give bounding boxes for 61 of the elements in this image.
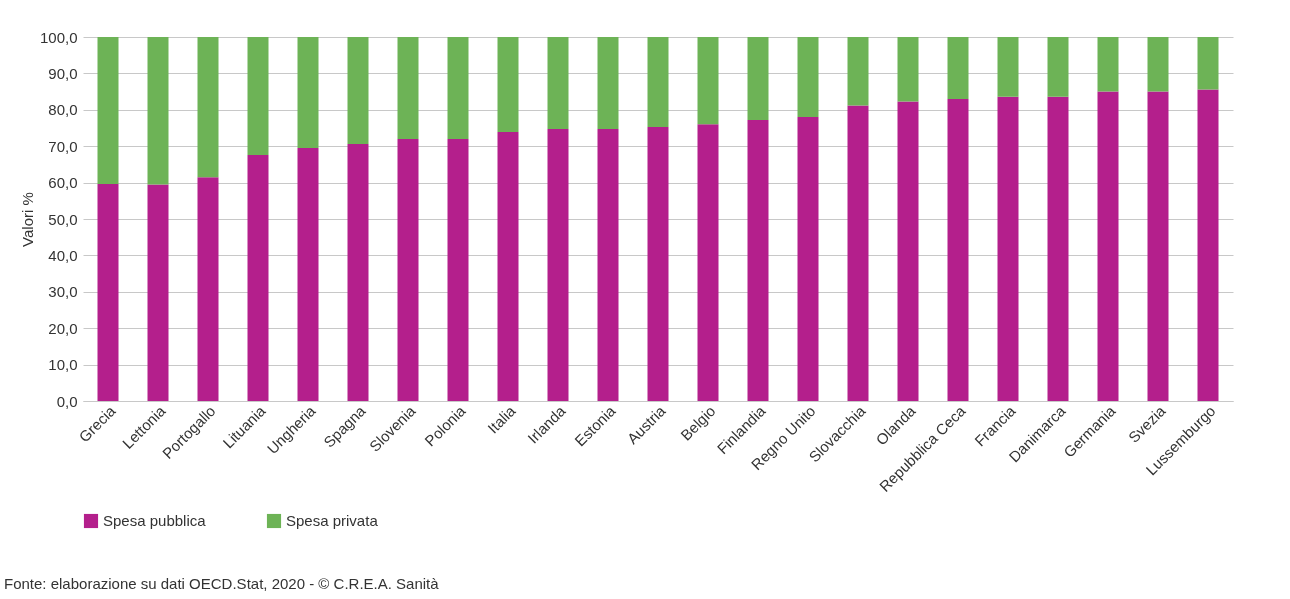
- bar: [447, 138, 469, 401]
- y-axis-title: Valori %: [18, 192, 36, 247]
- bar: [447, 37, 469, 139]
- bar: [597, 37, 619, 130]
- legend-label: Spesa pubblica: [103, 512, 207, 529]
- bar: [497, 132, 519, 401]
- bar: [297, 37, 319, 149]
- bar: [97, 184, 119, 401]
- bar: [1147, 37, 1169, 92]
- bar: [997, 37, 1019, 97]
- bar: [1097, 37, 1119, 92]
- bar: [247, 37, 269, 155]
- bar: [647, 126, 669, 401]
- bar: [347, 144, 369, 401]
- bar: [547, 37, 569, 130]
- bar: [747, 37, 769, 120]
- bar: [297, 148, 319, 401]
- bar: [697, 37, 719, 125]
- bar: [147, 37, 169, 185]
- y-tick-label: 30,0: [48, 283, 78, 301]
- bar: [1197, 89, 1219, 401]
- bar: [897, 37, 919, 102]
- y-tick-label: 100,0: [39, 28, 78, 46]
- y-tick-label: 70,0: [48, 137, 78, 155]
- bar: [697, 124, 719, 401]
- y-tick-label: 10,0: [48, 356, 78, 374]
- y-tick-label: 40,0: [48, 246, 78, 264]
- bar: [797, 37, 819, 118]
- bar: [197, 177, 219, 401]
- bar: [97, 37, 119, 185]
- bar: [647, 37, 669, 127]
- bar: [397, 37, 419, 139]
- bar: [1197, 37, 1219, 90]
- y-tick-label: 80,0: [48, 101, 78, 119]
- y-tick-label: 0,0: [56, 392, 78, 410]
- bar: [497, 37, 519, 132]
- y-tick-label: 90,0: [48, 64, 78, 82]
- bar: [347, 37, 369, 145]
- bar: [847, 105, 869, 401]
- bar: [397, 138, 419, 401]
- y-tick-label: 20,0: [48, 319, 78, 337]
- bar: [747, 119, 769, 401]
- bar: [1047, 37, 1069, 97]
- bar: [797, 117, 819, 401]
- bar: [197, 37, 219, 178]
- bar: [1097, 91, 1119, 401]
- bar: [947, 37, 969, 99]
- y-tick-label: 50,0: [48, 210, 78, 228]
- bar: [997, 96, 1019, 401]
- bar: [597, 129, 619, 401]
- bar: [147, 184, 169, 401]
- bar: [1147, 91, 1169, 401]
- bar: [897, 101, 919, 401]
- bar: [847, 37, 869, 106]
- bar: [547, 129, 569, 401]
- source-note: Fonte: elaborazione su dati OECD.Stat, 2020 - © C.R.E.A. Sanità: [4, 575, 439, 592]
- y-tick-label: 60,0: [48, 174, 78, 192]
- bar: [1047, 96, 1069, 401]
- bar: [947, 98, 969, 401]
- legend-label: Spesa privata: [286, 512, 379, 529]
- bar: [247, 154, 269, 401]
